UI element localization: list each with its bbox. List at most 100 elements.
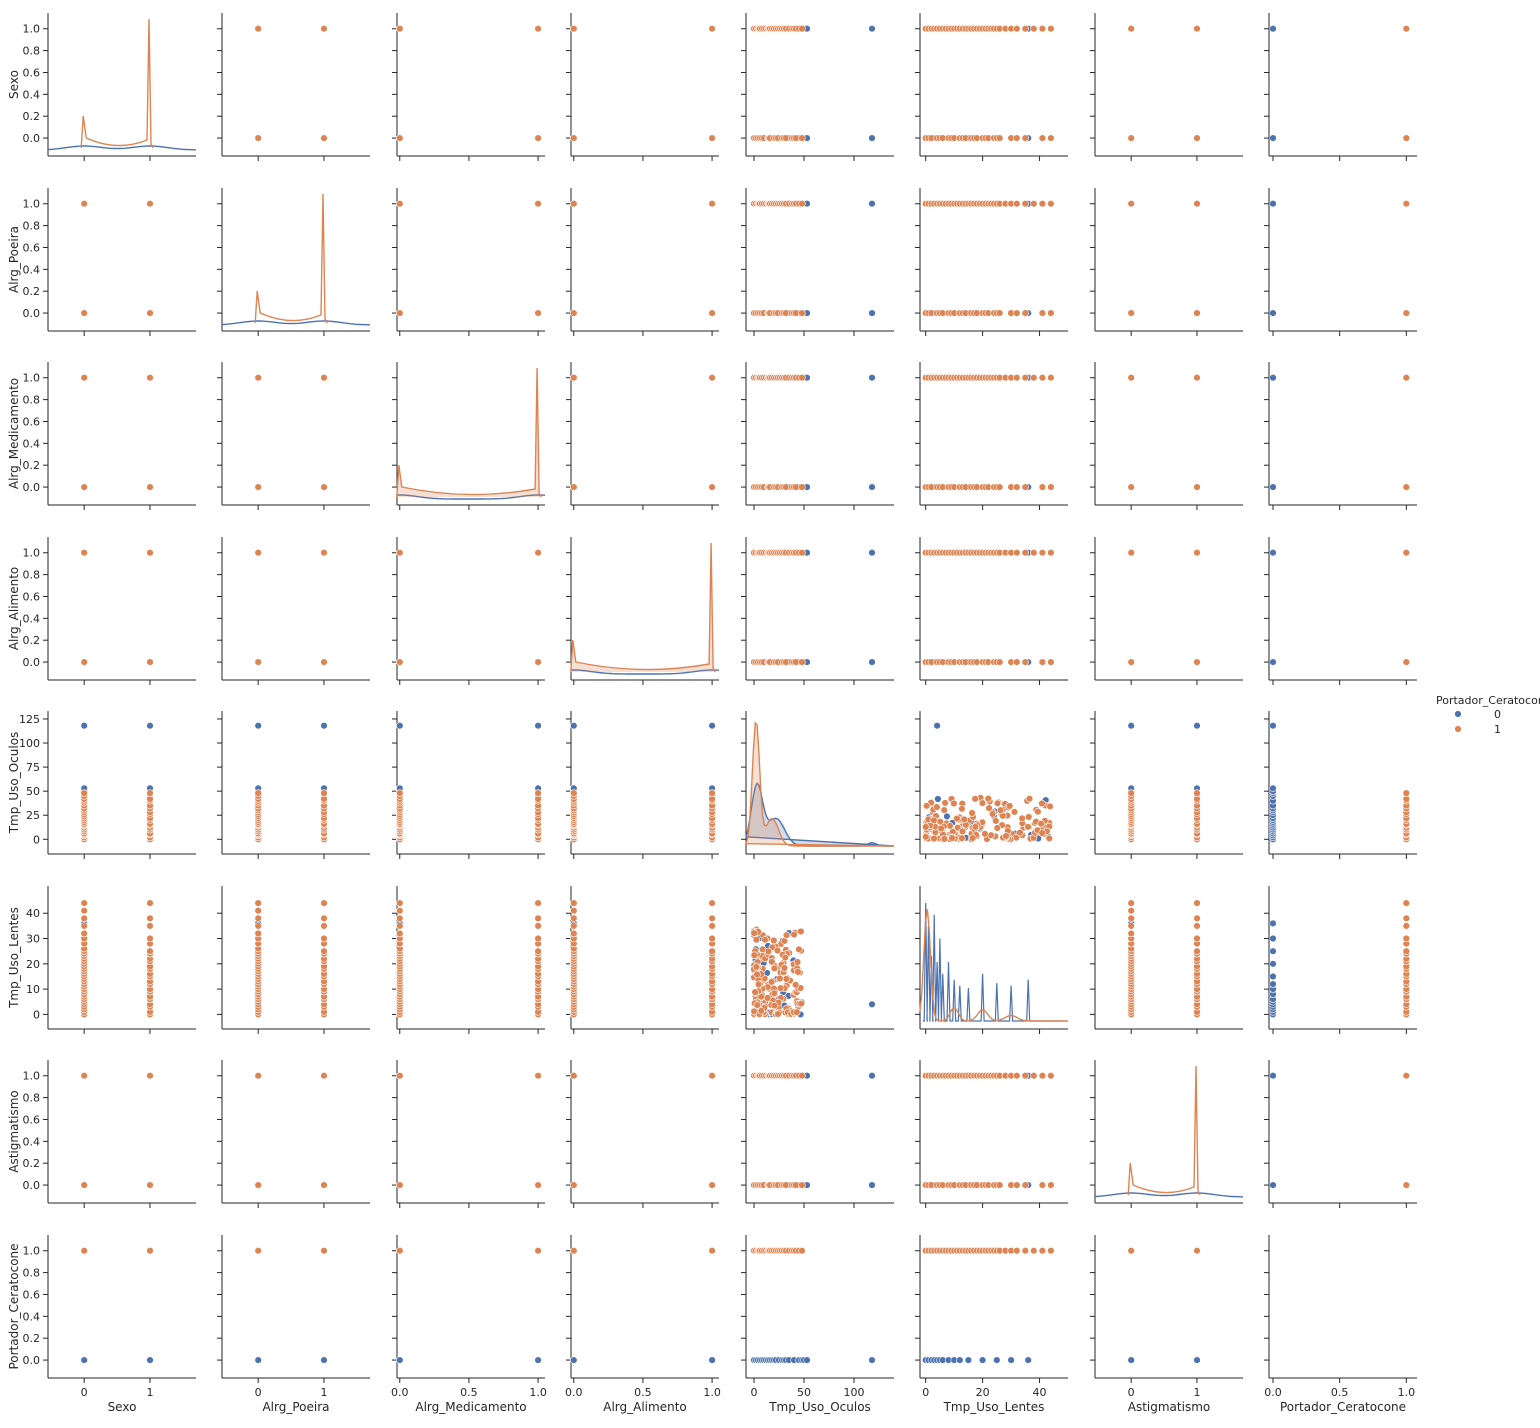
scatter-point-0 (1269, 483, 1277, 491)
legend-title: Portador_Ceratocone (1436, 694, 1540, 707)
scatter-point-0 (1007, 1356, 1015, 1364)
x-tick-label: 50 (797, 1386, 811, 1399)
scatter-point-1 (1127, 1246, 1135, 1255)
panel-alrg-medicamento-vs-astigmatismo (1090, 362, 1243, 510)
y-tick-label: 0.6 (23, 241, 41, 254)
x-tick-label: 0.0 (391, 1386, 409, 1399)
panel-astigmatismo-vs-tmp-uso-lentes (915, 1060, 1068, 1208)
scatter-point-1 (1402, 1071, 1411, 1080)
scatter-point-1 (1193, 374, 1201, 382)
density-curve-0 (397, 494, 546, 500)
panel-alrg-poeira-vs-sexo: 0.0 0.2 0.4 0.6 0.8 1.0 (23, 188, 196, 336)
y-tick-label: 0.6 (23, 1288, 41, 1301)
legend-label-1: 1 (1494, 723, 1501, 736)
scatter-point-1 (708, 1071, 716, 1080)
panel-portador-ceratocone-vs-portador-ceratocone: 0.0 0.5 1.0 (1264, 1235, 1417, 1399)
density-curve-1 (745, 721, 895, 847)
scatter-point-1 (958, 834, 966, 842)
scatter-point-1 (1047, 25, 1055, 33)
scatter-point-1 (1013, 1181, 1021, 1189)
scatter-point-1 (1193, 922, 1201, 930)
y-tick-label: 0.8 (23, 220, 41, 233)
scatter-point-1 (937, 824, 945, 833)
scatter-point-1 (1127, 929, 1135, 938)
scatter-point-1 (1021, 200, 1030, 208)
scatter-point-1 (992, 817, 1000, 825)
scatter-point-1 (797, 999, 805, 1008)
scatter-point-1 (798, 309, 806, 317)
panel-alrg-poeira-vs-alrg-poeira (217, 188, 371, 336)
scatter-point-1 (776, 974, 784, 983)
scatter-point-1 (1127, 914, 1135, 922)
x-axis-label-alrg-poeira: Alrg_Poeira (262, 1400, 329, 1414)
scatter-point-1 (1047, 309, 1055, 317)
y-tick-label: 0 (33, 1008, 40, 1021)
scatter-point-1 (570, 1181, 578, 1189)
scatter-point-1 (770, 989, 779, 997)
scatter-point-1 (776, 984, 785, 992)
scatter-point-1 (320, 658, 328, 666)
scatter-point-1 (1193, 548, 1201, 557)
scatter-point-1 (1047, 548, 1055, 557)
x-tick-label: 1 (320, 1386, 327, 1399)
scatter-point-1 (1402, 548, 1411, 557)
scatter-point-1 (995, 134, 1004, 142)
scatter-point-0 (943, 812, 951, 821)
panel-tmp-uso-oculos-vs-alrg-alimento (566, 711, 719, 859)
scatter-point-1 (753, 970, 761, 979)
x-tick-label: 0 (81, 1386, 88, 1399)
panel-sexo-vs-tmp-uso-lentes (915, 13, 1068, 161)
scatter-point-1 (570, 789, 578, 797)
scatter-point-1 (781, 953, 789, 962)
panel-sexo-vs-alrg-medicamento (392, 13, 545, 161)
scatter-point-0 (570, 1356, 578, 1364)
scatter-point-1 (320, 374, 328, 382)
scatter-point-1 (1024, 823, 1032, 831)
scatter-point-1 (984, 794, 992, 803)
scatter-point-1 (708, 374, 716, 382)
panel-alrg-alimento-vs-astigmatismo (1090, 537, 1243, 685)
scatter-point-1 (534, 947, 542, 955)
panel-alrg-poeira-vs-tmp-uso-lentes (915, 188, 1068, 336)
scatter-point-1 (941, 799, 949, 807)
scatter-point-0 (964, 1356, 973, 1364)
scatter-point-1 (1127, 906, 1135, 915)
scatter-point-1 (1402, 200, 1411, 208)
y-tick-label: 125 (19, 713, 40, 726)
scatter-point-1 (146, 789, 154, 797)
density-curve-0 (221, 320, 371, 326)
scatter-point-1 (80, 1246, 88, 1255)
scatter-point-1 (1013, 658, 1021, 666)
panel-tmp-uso-oculos-vs-astigmatismo (1090, 711, 1243, 859)
scatter-point-0 (80, 721, 88, 730)
scatter-point-0 (80, 1356, 88, 1364)
y-axis-label-sexo: Sexo (7, 70, 21, 99)
scatter-point-1 (570, 200, 578, 208)
scatter-point-1 (396, 658, 404, 666)
density-curve-1 (254, 193, 328, 324)
scatter-point-1 (1030, 548, 1038, 557)
scatter-point-1 (396, 929, 404, 938)
scatter-point-0 (1269, 134, 1277, 142)
panel-portador-ceratocone-vs-alrg-alimento: 0.0 0.5 1.0 (565, 1235, 721, 1399)
scatter-point-1 (320, 483, 328, 491)
panel-tmp-uso-lentes-vs-portador-ceratocone (1264, 886, 1417, 1034)
scatter-point-1 (570, 922, 578, 930)
scatter-point-1 (793, 958, 802, 966)
y-tick-label: 0.8 (23, 1092, 41, 1105)
scatter-point-0 (1269, 1071, 1277, 1080)
scatter-point-1 (80, 200, 88, 208)
scatter-point-1 (1013, 1071, 1021, 1080)
panel-sexo-vs-astigmatismo (1090, 13, 1243, 161)
scatter-point-1 (80, 374, 88, 382)
y-tick-label: 1.0 (23, 372, 41, 385)
scatter-point-1 (798, 658, 806, 666)
scatter-point-0 (396, 1356, 404, 1364)
panel-alrg-poeira-vs-tmp-uso-oculos (741, 188, 894, 336)
scatter-point-1 (921, 823, 930, 831)
scatter-point-1 (1402, 25, 1411, 33)
scatter-point-1 (1021, 1246, 1030, 1255)
scatter-point-1 (1127, 374, 1135, 382)
scatter-point-1 (708, 25, 716, 33)
scatter-point-1 (1038, 799, 1046, 808)
